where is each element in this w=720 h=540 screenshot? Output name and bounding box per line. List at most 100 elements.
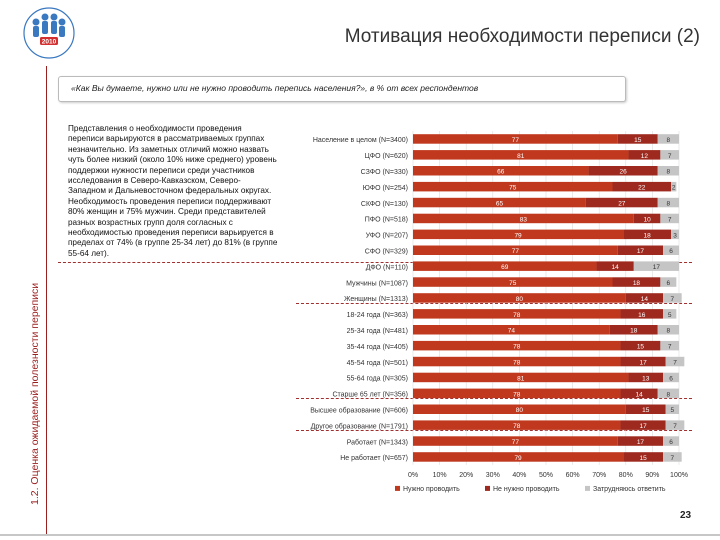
bar-no-need	[623, 229, 672, 240]
data-label: 18	[630, 328, 638, 335]
data-label: 8	[667, 169, 671, 176]
legend-label: Затрудняюсь ответить	[593, 486, 666, 493]
x-tick-label: 30%	[486, 472, 500, 479]
bar-need	[413, 325, 610, 335]
data-label: 77	[512, 248, 520, 255]
data-label: 79	[514, 232, 522, 239]
category-label: 45-54 года (N=501)	[347, 360, 408, 367]
divider-dashed	[296, 430, 692, 431]
bar-hard-to-say	[671, 181, 677, 192]
bar-need	[413, 340, 621, 351]
bar-need	[413, 181, 613, 192]
bar-no-need	[625, 404, 666, 414]
data-label: 10	[643, 216, 651, 223]
data-label: 13	[642, 375, 650, 382]
bar-hard-to-say	[663, 309, 677, 319]
bar-hard-to-say	[671, 229, 679, 240]
data-label: 15	[634, 137, 642, 144]
category-label: Мужчины (N=1087)	[346, 280, 408, 287]
bar-need	[413, 356, 621, 367]
data-label: 17	[639, 360, 647, 367]
data-label: 5	[671, 407, 675, 414]
data-label: 75	[509, 185, 517, 192]
legend-swatch-hard-to-say	[585, 485, 590, 491]
data-label: 7	[668, 216, 672, 223]
data-label: 75	[509, 280, 517, 287]
divider-dashed	[296, 398, 692, 399]
bar-no-need	[617, 245, 664, 255]
category-label: Старше 65 лет (N=356)	[332, 392, 408, 399]
data-label: 78	[513, 344, 521, 351]
category-label: Высшее образование (N=606)	[310, 407, 408, 415]
data-label: 5	[668, 312, 672, 319]
left-divider	[46, 66, 47, 536]
data-label: 7	[671, 296, 675, 303]
bar-need	[413, 166, 589, 176]
data-label: 3	[673, 232, 677, 239]
data-label: 78	[513, 423, 521, 430]
data-label: 7	[673, 360, 677, 367]
bar-hard-to-say	[657, 325, 679, 335]
bar-no-need	[617, 134, 658, 144]
data-label: 80	[516, 407, 524, 414]
page-title: Мотивация необходимости переписи (2)	[344, 26, 700, 47]
question-text: «Как Вы думаете, нужно или не нужно пров…	[71, 83, 479, 93]
bar-hard-to-say	[660, 213, 679, 224]
bar-hard-to-say	[663, 245, 679, 255]
data-label: 66	[497, 169, 505, 176]
x-tick-label: 40%	[512, 472, 526, 479]
bar-hard-to-say	[665, 404, 679, 414]
divider-dashed	[58, 262, 294, 263]
data-label: 18	[633, 280, 641, 287]
category-label: СКФО (N=130)	[361, 201, 408, 208]
page-number: 23	[680, 510, 692, 521]
data-label: 14	[641, 296, 649, 303]
bar-need	[413, 436, 618, 446]
data-label: 7	[673, 423, 677, 430]
data-label: 8	[667, 201, 671, 208]
bar-need	[413, 197, 586, 208]
data-label: 79	[514, 455, 522, 462]
data-label: 8	[667, 137, 671, 144]
data-label: 74	[508, 328, 516, 335]
category-label: 25-34 года (N=481)	[347, 328, 408, 335]
bar-need	[413, 245, 618, 255]
bar-need	[413, 134, 618, 144]
bar-hard-to-say	[665, 356, 685, 367]
category-label: УФО (N=207)	[366, 233, 408, 240]
x-tick-label: 80%	[619, 472, 633, 479]
x-tick-label: 60%	[566, 472, 580, 479]
data-label: 81	[517, 153, 525, 160]
bar-no-need	[588, 166, 658, 176]
data-label: 81	[517, 375, 525, 382]
bar-need	[413, 229, 624, 240]
bar-hard-to-say	[660, 277, 677, 287]
legend-swatch-no-need	[485, 485, 490, 491]
description-text: Представления о необходимости проведения…	[68, 124, 278, 258]
category-label: 35-44 года (N=405)	[347, 344, 408, 351]
bar-hard-to-say	[665, 420, 685, 430]
data-label: 78	[513, 360, 521, 367]
data-label: 83	[520, 216, 528, 223]
data-label: 22	[638, 185, 646, 192]
data-label: 27	[618, 201, 626, 208]
bar-no-need	[612, 181, 672, 192]
legend-label: Не нужно проводить	[493, 486, 560, 493]
category-label: СЗФО (N=330)	[361, 169, 408, 176]
data-label: 15	[639, 455, 647, 462]
data-label: 14	[635, 391, 643, 398]
data-label: 12	[641, 153, 649, 160]
data-label: 15	[637, 344, 645, 351]
bar-hard-to-say	[663, 452, 682, 462]
data-label: 77	[512, 439, 520, 446]
data-label: 6	[669, 375, 673, 382]
data-label: 6	[667, 280, 671, 287]
category-label: 55-64 года (N=305)	[347, 376, 408, 383]
data-label: 16	[638, 312, 646, 319]
bar-need	[413, 404, 626, 414]
bar-hard-to-say	[663, 436, 679, 446]
data-label: 6	[669, 248, 673, 255]
bar-no-need	[596, 261, 634, 271]
data-label: 2	[672, 185, 676, 192]
